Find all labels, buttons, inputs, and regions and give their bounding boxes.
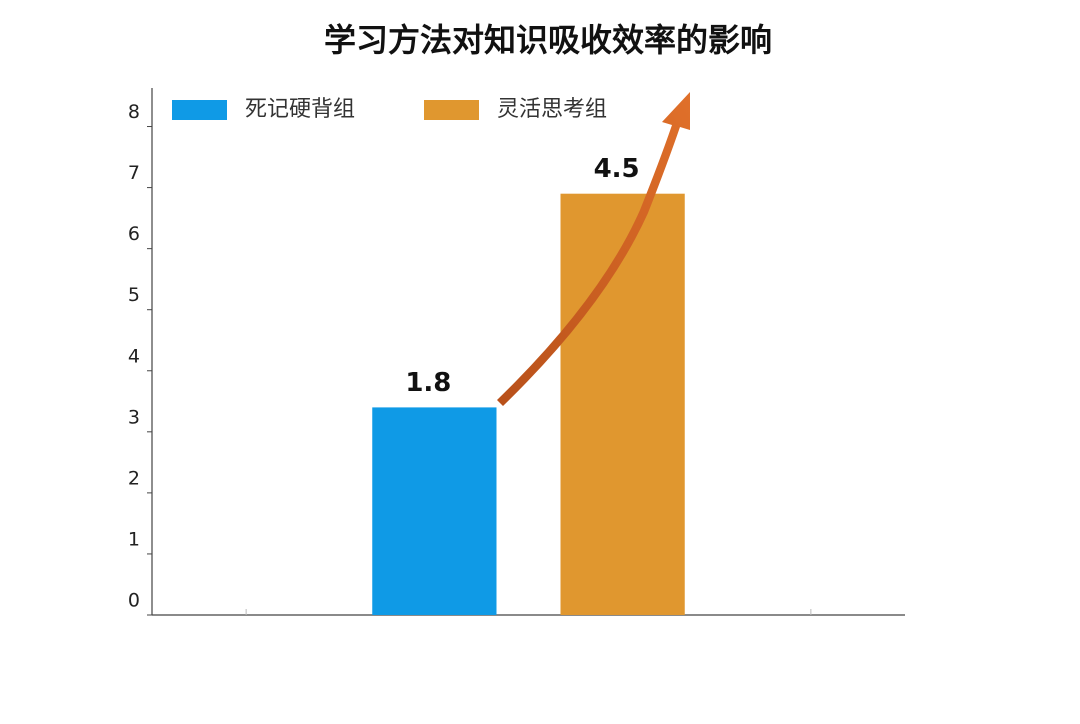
- bar: [560, 193, 685, 615]
- legend-label: 灵活思考组: [497, 97, 607, 122]
- y-tick-label: 2: [128, 467, 140, 489]
- legend-swatch: [172, 100, 227, 120]
- y-tick-label: 8: [128, 101, 140, 123]
- plot-area: 0 1 2 3 4 5 6 7 8 1.8 死记硬背组 4.5 灵活思考组: [128, 88, 905, 616]
- bar-annotation: 4.5: [594, 154, 640, 184]
- y-tick-label: 5: [128, 284, 140, 306]
- legend-label: 死记硬背组: [245, 97, 355, 122]
- y-tick-label: 0: [128, 590, 140, 612]
- chart-title: 学习方法对知识吸收效率的影响: [324, 21, 772, 59]
- y-tick-label: 7: [128, 162, 140, 184]
- trend-arrow: [497, 92, 690, 406]
- legend-swatch: [424, 100, 479, 120]
- y-tick-label: 6: [128, 223, 140, 245]
- y-tick-label: 3: [128, 406, 140, 428]
- bar: [372, 407, 497, 615]
- y-tick-label: 4: [128, 345, 140, 367]
- y-tick-label: 1: [128, 528, 140, 550]
- bar-annotation: 1.8: [405, 368, 451, 398]
